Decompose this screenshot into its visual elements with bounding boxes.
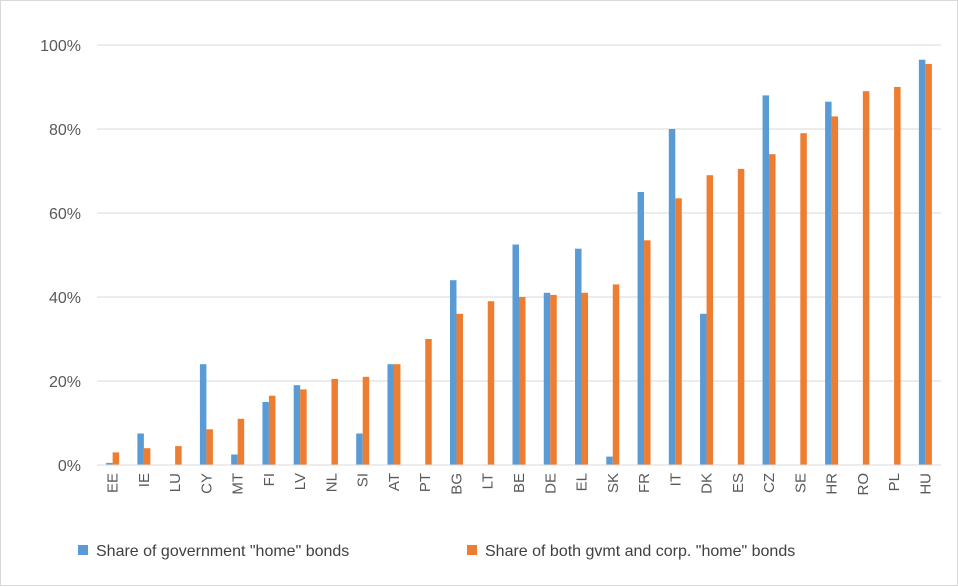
- bar-gvmt-corp-ro: [862, 91, 870, 465]
- bar-gvmt-corp-hu: [925, 63, 932, 466]
- category-label-be: BE: [511, 473, 528, 493]
- bar-gvmt-corp-cz: [769, 154, 776, 465]
- bar-gvmt-corp-be: [519, 297, 526, 465]
- bar-gvmt-corp-hr: [831, 116, 839, 466]
- bar-gvmt-corp-se: [800, 133, 807, 465]
- legend-swatch-government-bonds: [78, 545, 88, 555]
- category-label-it: IT: [667, 473, 684, 486]
- category-label-ie: IE: [136, 473, 153, 487]
- bar-government-cy: [199, 364, 207, 465]
- category-label-fi: FI: [261, 473, 278, 486]
- bar-government-bg: [449, 280, 457, 465]
- category-label-cy: CY: [198, 473, 215, 494]
- bar-government-ee: [106, 462, 113, 465]
- bar-government-el: [575, 248, 582, 465]
- bar-government-mt: [231, 454, 238, 465]
- bar-government-de: [543, 292, 551, 465]
- category-label-hu: HU: [917, 473, 934, 495]
- y-tick-label: 80%: [49, 122, 81, 139]
- category-label-pl: PL: [886, 473, 903, 491]
- legend: Share of government "home" bonds Share o…: [78, 543, 795, 560]
- bar-gvmt-corp-de: [550, 294, 557, 465]
- bar-gvmt-corp-ie: [143, 448, 151, 465]
- y-tick-label: 20%: [49, 374, 81, 391]
- category-label-dk: DK: [699, 473, 716, 494]
- bar-gvmt-corp-it: [675, 198, 682, 466]
- bar-government-fr: [637, 192, 645, 465]
- category-label-se: SE: [792, 473, 809, 493]
- bars: [106, 59, 932, 466]
- y-tick-label: 0%: [58, 458, 81, 475]
- bar-government-at: [387, 364, 394, 465]
- bar-government-it: [668, 129, 676, 465]
- legend-label-gvmt-and-corp-bonds: Share of both gvmt and corp. "home" bond…: [485, 543, 795, 560]
- bar-gvmt-corp-pl: [894, 87, 901, 465]
- bar-gvmt-corp-lu: [175, 446, 182, 465]
- category-label-lv: LV: [292, 473, 309, 490]
- category-label-ee: EE: [105, 473, 122, 493]
- bar-government-sk: [606, 456, 613, 465]
- category-label-de: DE: [542, 473, 559, 494]
- bar-government-hu: [918, 59, 926, 465]
- category-label-hr: HR: [824, 473, 841, 495]
- category-label-el: EL: [574, 473, 591, 491]
- category-label-es: ES: [730, 473, 747, 493]
- category-label-nl: NL: [323, 473, 340, 492]
- bar-gvmt-corp-sk: [612, 284, 620, 465]
- legend-swatch-gvmt-and-corp-bonds: [467, 545, 477, 555]
- bar-gvmt-corp-si: [362, 376, 370, 465]
- y-tick-label: 100%: [40, 38, 81, 55]
- bar-gvmt-corp-at: [393, 364, 401, 465]
- bar-government-ie: [137, 433, 144, 465]
- bar-gvmt-corp-lt: [487, 301, 495, 465]
- bar-gvmt-corp-pt: [425, 339, 432, 465]
- category-label-at: AT: [386, 473, 403, 491]
- bar-gvmt-corp-bg: [456, 313, 463, 465]
- category-label-mt: MT: [230, 473, 247, 495]
- category-label-lt: LT: [480, 473, 497, 489]
- bar-government-be: [512, 244, 519, 465]
- x-axis-category-labels: EE IE LU CY MT FI LV NL SI AT PT BG LT BE DE EL SK FR IT DK…: [105, 473, 935, 496]
- bar-gvmt-corp-fr: [644, 240, 651, 465]
- category-label-cz: CZ: [761, 473, 778, 493]
- bar-gvmt-corp-fi: [268, 395, 276, 465]
- category-label-pt: PT: [417, 473, 434, 492]
- category-label-si: SI: [355, 473, 372, 487]
- bar-gvmt-corp-mt: [237, 418, 245, 465]
- bar-gvmt-corp-el: [581, 292, 589, 465]
- category-label-bg: BG: [448, 473, 465, 495]
- legend-label-government-bonds: Share of government "home" bonds: [96, 543, 349, 560]
- bar-government-fi: [262, 402, 269, 465]
- bar-gvmt-corp-ee: [112, 452, 120, 465]
- bar-gvmt-corp-nl: [331, 378, 338, 465]
- bar-government-hr: [825, 101, 832, 465]
- bar-government-lv: [293, 385, 301, 465]
- category-label-sk: SK: [605, 473, 622, 493]
- bar-gvmt-corp-lv: [300, 389, 307, 465]
- category-label-lu: LU: [167, 473, 184, 492]
- bar-gvmt-corp-es: [737, 168, 745, 465]
- category-label-fr: FR: [636, 473, 653, 493]
- y-tick-label: 40%: [49, 290, 81, 307]
- category-label-ro: RO: [855, 473, 872, 496]
- bar-government-cz: [762, 95, 770, 466]
- bar-government-si: [356, 433, 363, 465]
- bar-government-dk: [700, 313, 707, 465]
- y-axis-tick-labels: 0% 20% 40% 60% 80% 100%: [40, 38, 81, 475]
- y-tick-label: 60%: [49, 206, 81, 223]
- bar-gvmt-corp-cy: [206, 429, 213, 465]
- bar-gvmt-corp-dk: [706, 175, 714, 465]
